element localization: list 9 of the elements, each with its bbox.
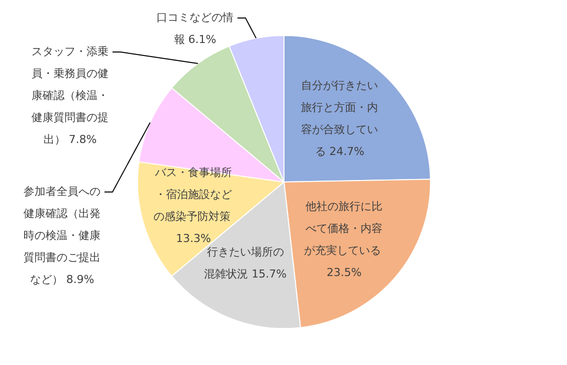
slice-label: バス・食事場所・宿泊施設などの感染予防対策 xyxy=(153,166,234,224)
slice-label: 口コミなどの情報 6.1% xyxy=(156,10,234,46)
slice-label: 他社の旅行に比べて価格・内容が充実している xyxy=(304,200,384,257)
slice-label: 自分が行きたい旅行と方面・内容が合致している 24.7% xyxy=(301,79,378,158)
data-label: 13.3% xyxy=(176,232,211,246)
slice-label: 行きたい場所の混雑状況 15.7% xyxy=(204,245,287,280)
slice-label: スタッフ・添乗員・乗務員の健康確認（検温・健康質問書の提出） 7.8% xyxy=(32,44,108,146)
data-label: 23.5% xyxy=(326,266,362,279)
slice-label: 参加者全員への健康確認（出発時の検温・健康質問書のご提出など） 8.9% xyxy=(24,184,100,286)
